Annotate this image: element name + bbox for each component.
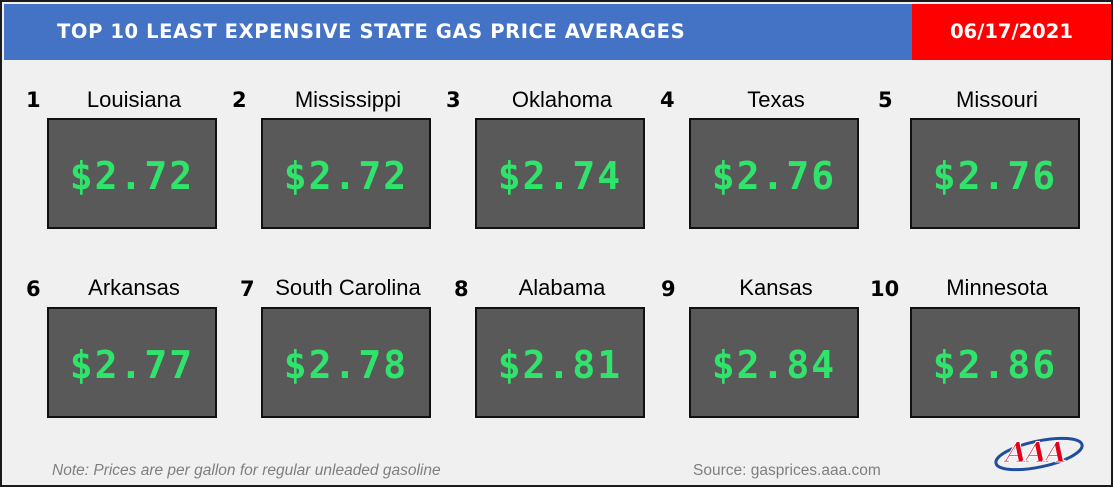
price-value-7: $2.78 bbox=[283, 343, 409, 387]
footnote: Note: Prices are per gallon for regular … bbox=[52, 462, 441, 479]
rank-label-4: 4 bbox=[660, 88, 675, 112]
price-value-8: $2.81 bbox=[497, 343, 623, 387]
price-value-5: $2.76 bbox=[932, 154, 1058, 198]
price-value-3: $2.74 bbox=[497, 154, 623, 198]
price-card-4: $2.76 bbox=[689, 118, 859, 229]
page-title: TOP 10 LEAST EXPENSIVE STATE GAS PRICE A… bbox=[57, 20, 686, 43]
rank-label-3: 3 bbox=[446, 88, 461, 112]
price-card-7: $2.78 bbox=[261, 307, 431, 418]
rank-label-9: 9 bbox=[661, 277, 676, 301]
logo-text: AAA bbox=[1002, 436, 1065, 469]
state-name-3: Oklahoma bbox=[511, 87, 613, 112]
source-credit: Source: gasprices.aaa.com bbox=[693, 462, 881, 479]
state-name-1: Louisiana bbox=[86, 87, 182, 112]
price-value-4: $2.76 bbox=[711, 154, 837, 198]
price-value-1: $2.72 bbox=[69, 154, 195, 198]
price-value-9: $2.84 bbox=[711, 343, 837, 387]
state-name-6: Arkansas bbox=[88, 275, 180, 300]
rank-label-2: 2 bbox=[232, 88, 247, 112]
price-card-6: $2.77 bbox=[47, 307, 217, 418]
rank-label-6: 6 bbox=[26, 277, 41, 301]
price-card-5: $2.76 bbox=[910, 118, 1080, 229]
header-bar: TOP 10 LEAST EXPENSIVE STATE GAS PRICE A… bbox=[4, 4, 912, 60]
rank-label-8: 8 bbox=[454, 277, 469, 301]
rank-label-7: 7 bbox=[240, 277, 255, 301]
state-name-10: Minnesota bbox=[946, 275, 1048, 300]
price-card-3: $2.74 bbox=[475, 118, 645, 229]
rank-label-1: 1 bbox=[26, 88, 41, 112]
price-card-2: $2.72 bbox=[261, 118, 431, 229]
price-card-8: $2.81 bbox=[475, 307, 645, 418]
price-value-2: $2.72 bbox=[283, 154, 409, 198]
price-card-9: $2.84 bbox=[689, 307, 859, 418]
state-name-5: Missouri bbox=[956, 87, 1038, 112]
state-name-7: South Carolina bbox=[275, 275, 421, 300]
rank-label-5: 5 bbox=[878, 88, 893, 112]
price-value-6: $2.77 bbox=[69, 343, 195, 387]
state-name-9: Kansas bbox=[739, 275, 813, 300]
state-name-8: Alabama bbox=[518, 275, 606, 300]
price-card-10: $2.86 bbox=[910, 307, 1080, 418]
price-card-1: $2.72 bbox=[47, 118, 217, 229]
price-value-10: $2.86 bbox=[932, 343, 1058, 387]
aaa-logo-icon: AAA bbox=[994, 436, 1084, 472]
date-text: 06/17/2021 bbox=[950, 20, 1073, 43]
state-name-2: Mississippi bbox=[294, 87, 402, 112]
date-badge: 06/17/2021 bbox=[912, 4, 1111, 60]
state-name-4: Texas bbox=[747, 87, 805, 112]
logo-ring bbox=[994, 436, 1084, 472]
rank-label-10: 10 bbox=[870, 277, 900, 301]
